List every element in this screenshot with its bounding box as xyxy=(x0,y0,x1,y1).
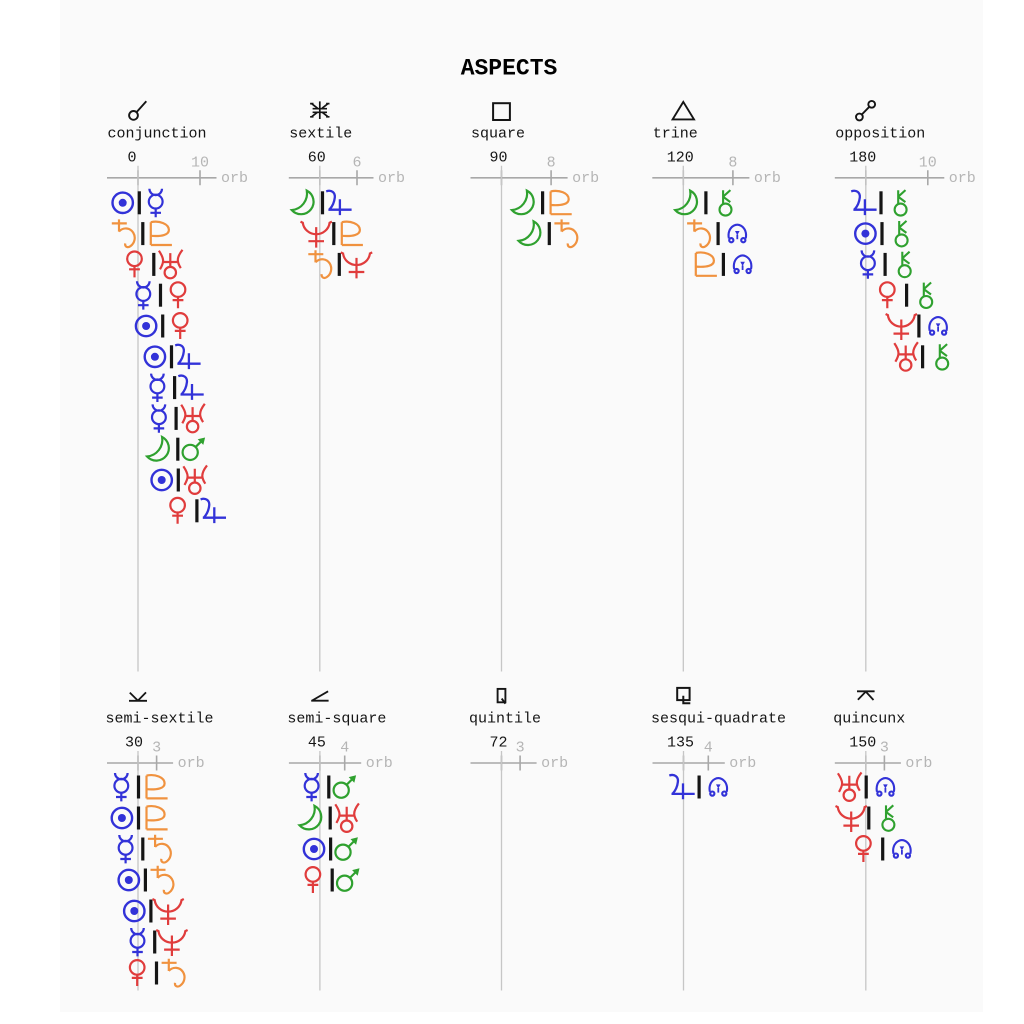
svg-text:3: 3 xyxy=(880,740,889,757)
svg-text:ASPECTS: ASPECTS xyxy=(461,55,558,81)
svg-text:semi-sextile: semi-sextile xyxy=(106,711,214,728)
svg-text:0: 0 xyxy=(127,150,136,167)
svg-text:orb: orb xyxy=(729,755,756,772)
svg-text:150: 150 xyxy=(849,735,876,752)
svg-text:semi-square: semi-square xyxy=(287,711,386,728)
svg-text:4: 4 xyxy=(340,740,349,757)
svg-text:conjunction: conjunction xyxy=(108,125,207,142)
svg-text:orb: orb xyxy=(221,170,248,187)
svg-text:sextile: sextile xyxy=(289,125,352,142)
svg-text:4: 4 xyxy=(704,740,713,757)
svg-text:120: 120 xyxy=(667,150,694,167)
svg-text:180: 180 xyxy=(849,150,876,167)
svg-text:quintile: quintile xyxy=(469,711,541,728)
svg-text:10: 10 xyxy=(919,155,937,172)
svg-text:60: 60 xyxy=(308,150,326,167)
svg-text:30: 30 xyxy=(125,735,143,752)
svg-text:3: 3 xyxy=(152,740,161,757)
svg-text:orb: orb xyxy=(541,755,568,772)
svg-text:square: square xyxy=(471,125,525,142)
svg-text:orb: orb xyxy=(949,170,976,187)
svg-text:72: 72 xyxy=(489,735,507,752)
svg-text:orb: orb xyxy=(178,755,205,772)
svg-text:orb: orb xyxy=(905,755,932,772)
svg-text:trine: trine xyxy=(653,125,698,142)
svg-text:sesqui-quadrate: sesqui-quadrate xyxy=(651,711,786,728)
svg-text:quincunx: quincunx xyxy=(833,711,905,728)
svg-text:45: 45 xyxy=(308,735,326,752)
svg-text:8: 8 xyxy=(547,155,556,172)
svg-text:6: 6 xyxy=(352,155,361,172)
svg-text:orb: orb xyxy=(572,170,599,187)
svg-text:orb: orb xyxy=(378,170,405,187)
svg-text:10: 10 xyxy=(191,155,209,172)
svg-text:8: 8 xyxy=(728,155,737,172)
svg-text:opposition: opposition xyxy=(835,125,925,142)
svg-text:135: 135 xyxy=(667,735,694,752)
svg-text:orb: orb xyxy=(754,170,781,187)
svg-text:3: 3 xyxy=(516,740,525,757)
svg-text:orb: orb xyxy=(366,755,393,772)
svg-text:90: 90 xyxy=(489,150,507,167)
